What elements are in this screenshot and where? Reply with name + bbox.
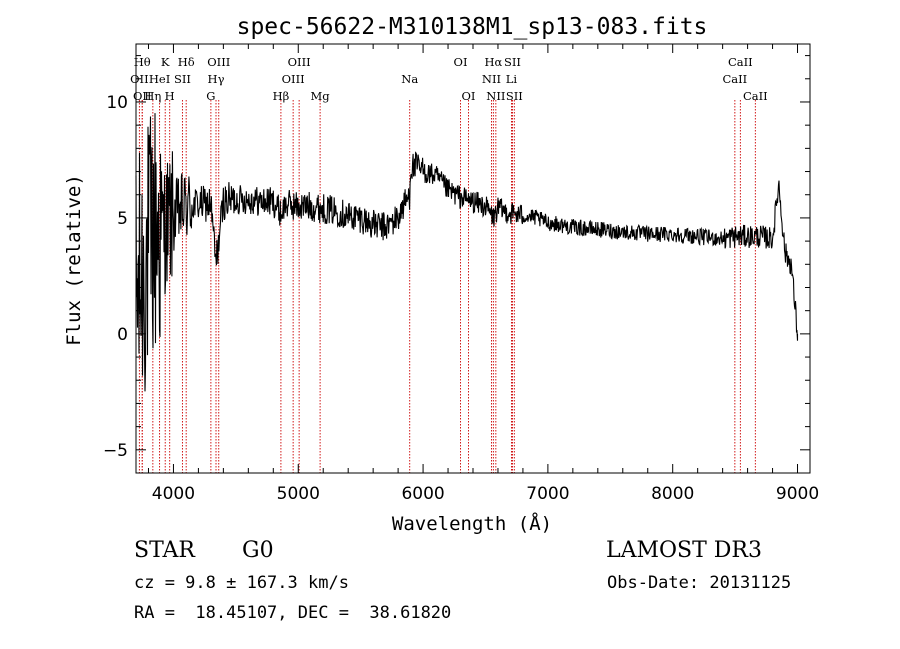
object-subclass: G0 — [242, 538, 274, 563]
x-tick-label: 9000 — [776, 484, 819, 504]
line-label: Na — [401, 72, 418, 86]
line-label: OIII — [282, 72, 305, 86]
x-tick-label: 7000 — [526, 484, 569, 504]
line-label: OI — [462, 89, 476, 103]
line-label: HeI — [149, 72, 170, 86]
line-label: CaII — [743, 89, 768, 103]
x-tick-label: 5000 — [277, 484, 320, 504]
line-label: SII — [174, 72, 191, 86]
y-tick-label: 10 — [106, 93, 128, 113]
x-axis-label: Wavelength (Å) — [392, 512, 552, 535]
line-label: G — [206, 89, 215, 103]
line-label: Hδ — [178, 55, 195, 69]
line-label: Hη — [144, 89, 161, 103]
line-label: CaII — [728, 55, 753, 69]
ra-dec-coordinates: RA = 18.45107, DEC = 38.61820 — [134, 603, 452, 623]
x-tick-label: 6000 — [401, 484, 444, 504]
line-label: Hα — [484, 55, 502, 69]
line-label: SII — [504, 55, 521, 69]
line-label: OIII — [207, 55, 230, 69]
line-label: H — [165, 89, 175, 103]
line-label: Mg — [311, 89, 331, 103]
line-label: Hβ — [273, 89, 290, 103]
y-tick-label: 5 — [117, 209, 128, 229]
emission-line-markers — [138, 100, 756, 473]
observation-date: Obs-Date: 20131125 — [607, 573, 792, 593]
x-tick-label: 8000 — [651, 484, 694, 504]
chart-title: spec-56622-M310138M1_sp13-083.fits — [237, 14, 708, 40]
y-axis-ticks: −5 0 5 10 — [103, 55, 810, 474]
line-label: Li — [506, 72, 518, 86]
y-tick-label: 0 — [117, 325, 128, 345]
line-label: Hγ — [208, 72, 225, 86]
line-label: OII — [133, 89, 152, 103]
emission-line-labels: OIIOIIHθHηHeIKHSIIHδGHγOIIIHβOIIIOIIIMgN… — [130, 55, 768, 103]
y-axis-label: Flux (relative) — [63, 174, 85, 346]
line-label: CaII — [722, 72, 747, 86]
line-label: SII — [506, 89, 523, 103]
line-label: K — [161, 55, 170, 69]
x-tick-label: 4000 — [152, 484, 195, 504]
y-tick-label: −5 — [103, 441, 128, 461]
survey-name: LAMOST DR3 — [606, 538, 762, 563]
line-label: OI — [454, 55, 468, 69]
object-class: STAR — [134, 538, 195, 563]
x-axis-ticks: 4000 5000 6000 7000 8000 9000 — [147, 44, 819, 504]
spectrum-line — [135, 113, 799, 392]
plot-frame — [135, 43, 811, 474]
line-label: OIII — [288, 55, 311, 69]
line-label: NII — [486, 89, 505, 103]
redshift-cz: cz = 9.8 ± 167.3 km/s — [134, 573, 349, 593]
line-label: Hθ — [134, 55, 151, 69]
line-label: NII — [482, 72, 501, 86]
